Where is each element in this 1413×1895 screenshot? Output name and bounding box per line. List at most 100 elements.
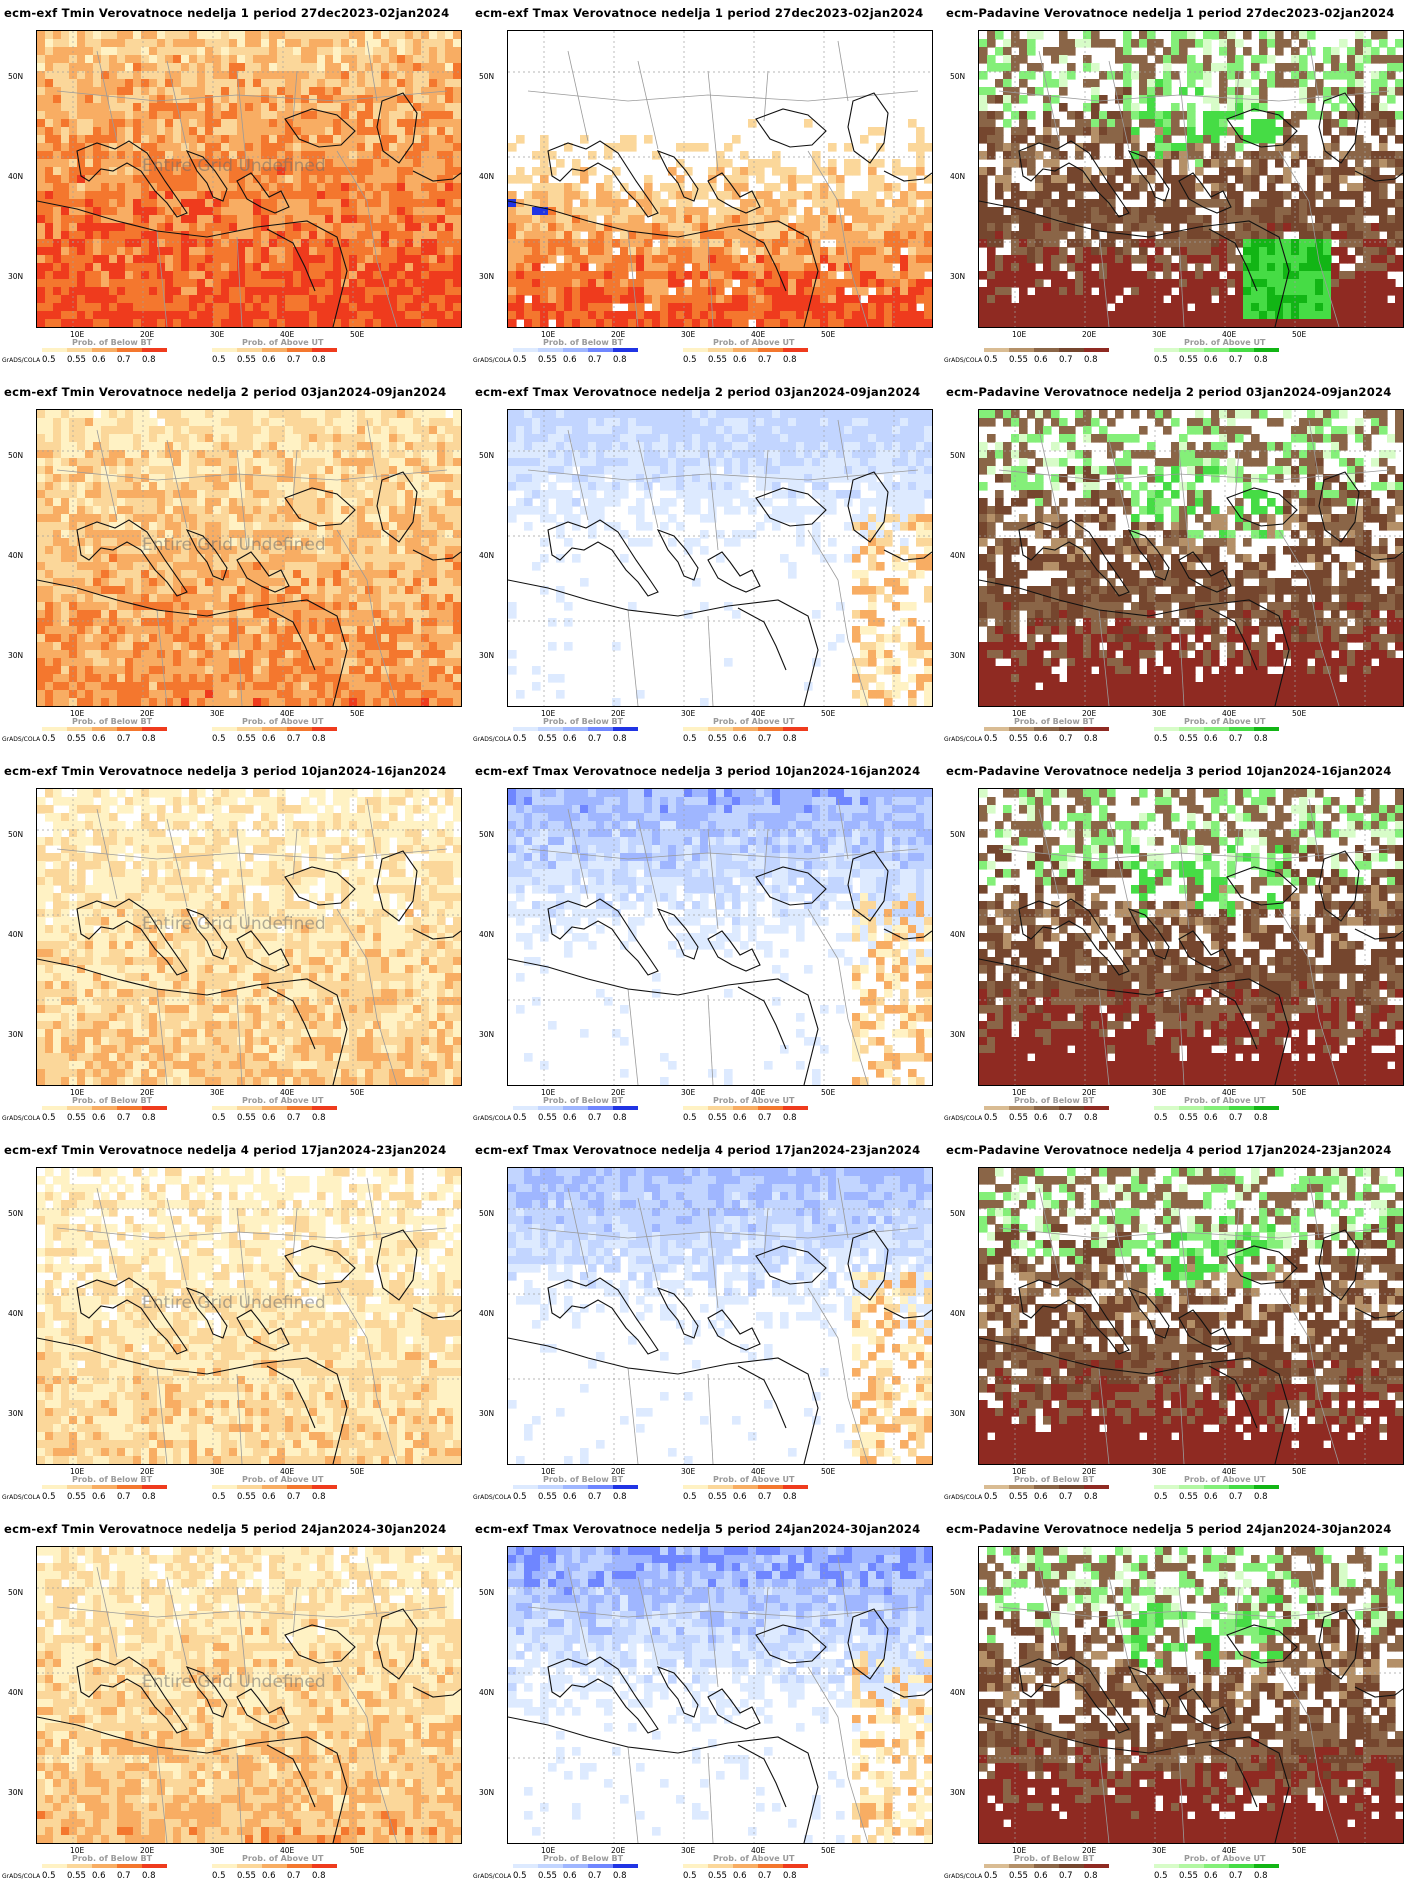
- above-legend-title: Prob. of Above UT: [713, 338, 794, 347]
- legend-tick-label: 0.8: [312, 734, 326, 744]
- longitude-label: 40E: [280, 1467, 294, 1476]
- longitude-label: 10E: [70, 330, 84, 339]
- legend-tick-label: 0.8: [142, 734, 156, 744]
- above-legend-swatch: [1254, 348, 1279, 352]
- below-legend-swatch: [1059, 727, 1084, 731]
- legend-tick-label: 0.6: [563, 1492, 577, 1502]
- above-legend-swatch: [1179, 348, 1204, 352]
- below-legend-swatch: [1059, 1485, 1084, 1489]
- legend-tick-label: 0.55: [708, 734, 727, 744]
- coastlines: [508, 92, 932, 327]
- above-legend-swatch: [783, 1864, 808, 1868]
- below-legend-swatch: [92, 1485, 117, 1489]
- graticule: [37, 31, 461, 327]
- above-legend-title: Prob. of Above UT: [1184, 1854, 1265, 1863]
- longitude-label: 30E: [210, 1846, 224, 1855]
- above-legend-swatch: [212, 727, 237, 731]
- country-borders: [56, 1556, 448, 1843]
- longitude-label: 10E: [1012, 330, 1026, 339]
- legend-tick-label: 0.6: [1204, 355, 1218, 365]
- below-legend-colorbar: [42, 1106, 167, 1110]
- legend-tick-label: 0.7: [287, 1492, 301, 1502]
- above-legend-swatch: [1179, 727, 1204, 731]
- latitude-label: 40N: [950, 172, 965, 181]
- probability-field: [37, 1547, 461, 1843]
- below-legend-swatch: [142, 1485, 167, 1489]
- below-legend-colorbar: [984, 1864, 1109, 1868]
- below-legend-swatch: [1084, 1106, 1109, 1110]
- longitude-label: 20E: [611, 1088, 625, 1097]
- above-legend-swatch: [1229, 1485, 1254, 1489]
- legend-tick-label: 0.6: [92, 734, 106, 744]
- legend-tick-label: 0.6: [1204, 1492, 1218, 1502]
- probability-field: [508, 1547, 932, 1843]
- legend-tick-label: 0.7: [1059, 1492, 1073, 1502]
- longitude-label: 40E: [280, 1846, 294, 1855]
- above-legend-swatch: [1179, 1485, 1204, 1489]
- forecast-panel-tmax: ecm-exf Tmax Verovatnoce nedelja 5 perio…: [471, 1516, 942, 1895]
- latitude-label: 50N: [8, 451, 23, 460]
- below-legend-swatch: [513, 1485, 538, 1489]
- below-legend-title: Prob. of Below BT: [1014, 1475, 1094, 1484]
- legend-tick-label: 0.55: [67, 1492, 86, 1502]
- longitude-label: 30E: [210, 709, 224, 718]
- longitude-label: 30E: [1152, 1088, 1166, 1097]
- panel-title: ecm-exf Tmax Verovatnoce nedelja 5 perio…: [475, 1522, 940, 1536]
- longitude-label: 20E: [1082, 1846, 1096, 1855]
- source-label: GrADS/COLA: [944, 1115, 982, 1122]
- probability-map: [978, 1167, 1404, 1465]
- longitude-label: 30E: [210, 1467, 224, 1476]
- longitude-label: 10E: [70, 1088, 84, 1097]
- legend-tick-label: 0.5: [1154, 734, 1168, 744]
- probability-field: [508, 410, 932, 706]
- above-legend-title: Prob. of Above UT: [713, 1854, 794, 1863]
- below-legend-swatch: [513, 348, 538, 352]
- longitude-label: 20E: [140, 330, 154, 339]
- legend-tick-label: 0.7: [117, 1113, 131, 1123]
- longitude-label: 50E: [1292, 1467, 1306, 1476]
- longitude-label: 30E: [681, 1088, 695, 1097]
- below-legend-swatch: [67, 348, 92, 352]
- below-legend-swatch: [613, 727, 638, 731]
- longitude-label: 40E: [751, 1846, 765, 1855]
- forecast-panel-tmin: ecm-exf Tmin Verovatnoce nedelja 5 perio…: [0, 1516, 471, 1895]
- above-legend-swatch: [1204, 727, 1229, 731]
- longitude-label: 20E: [140, 1467, 154, 1476]
- source-label: GrADS/COLA: [944, 1873, 982, 1880]
- below-legend-swatch: [42, 727, 67, 731]
- latitude-label: 30N: [950, 1788, 965, 1797]
- panel-title: ecm-exf Tmin Verovatnoce nedelja 5 perio…: [4, 1522, 469, 1536]
- legend-tick-label: 0.5: [513, 1492, 527, 1502]
- longitude-label: 30E: [681, 709, 695, 718]
- above-legend-swatch: [237, 1485, 262, 1489]
- below-legend-title: Prob. of Below BT: [543, 1475, 623, 1484]
- above-legend-swatch: [683, 348, 708, 352]
- above-legend-swatch: [1179, 1864, 1204, 1868]
- graticule: [37, 1547, 461, 1843]
- above-legend-colorbar: [683, 1106, 808, 1110]
- longitude-label: 30E: [681, 330, 695, 339]
- above-legend-swatch: [683, 1864, 708, 1868]
- legend-tick-label: 0.7: [117, 734, 131, 744]
- legend-tick-label: 0.5: [212, 355, 226, 365]
- source-label: GrADS/COLA: [2, 357, 40, 364]
- legend-tick-label: 0.55: [538, 1113, 557, 1123]
- above-legend-swatch: [733, 1106, 758, 1110]
- below-legend-swatch: [42, 1864, 67, 1868]
- latitude-label: 50N: [8, 1209, 23, 1218]
- legend-tick-label: 0.8: [783, 355, 797, 365]
- below-legend-swatch: [1009, 1485, 1034, 1489]
- forecast-panel-tmin: ecm-exf Tmin Verovatnoce nedelja 1 perio…: [0, 0, 471, 379]
- below-legend-swatch: [117, 1106, 142, 1110]
- country-borders: [998, 1556, 1390, 1843]
- below-legend-swatch: [538, 1864, 563, 1868]
- legend-tick-label: 0.5: [513, 734, 527, 744]
- below-legend-swatch: [613, 348, 638, 352]
- latitude-label: 30N: [950, 651, 965, 660]
- coastlines: [979, 92, 1403, 327]
- above-legend-swatch: [1229, 348, 1254, 352]
- above-legend-colorbar: [212, 1485, 337, 1489]
- source-label: GrADS/COLA: [2, 1115, 40, 1122]
- above-legend-swatch: [783, 1106, 808, 1110]
- latitude-label: 50N: [8, 72, 23, 81]
